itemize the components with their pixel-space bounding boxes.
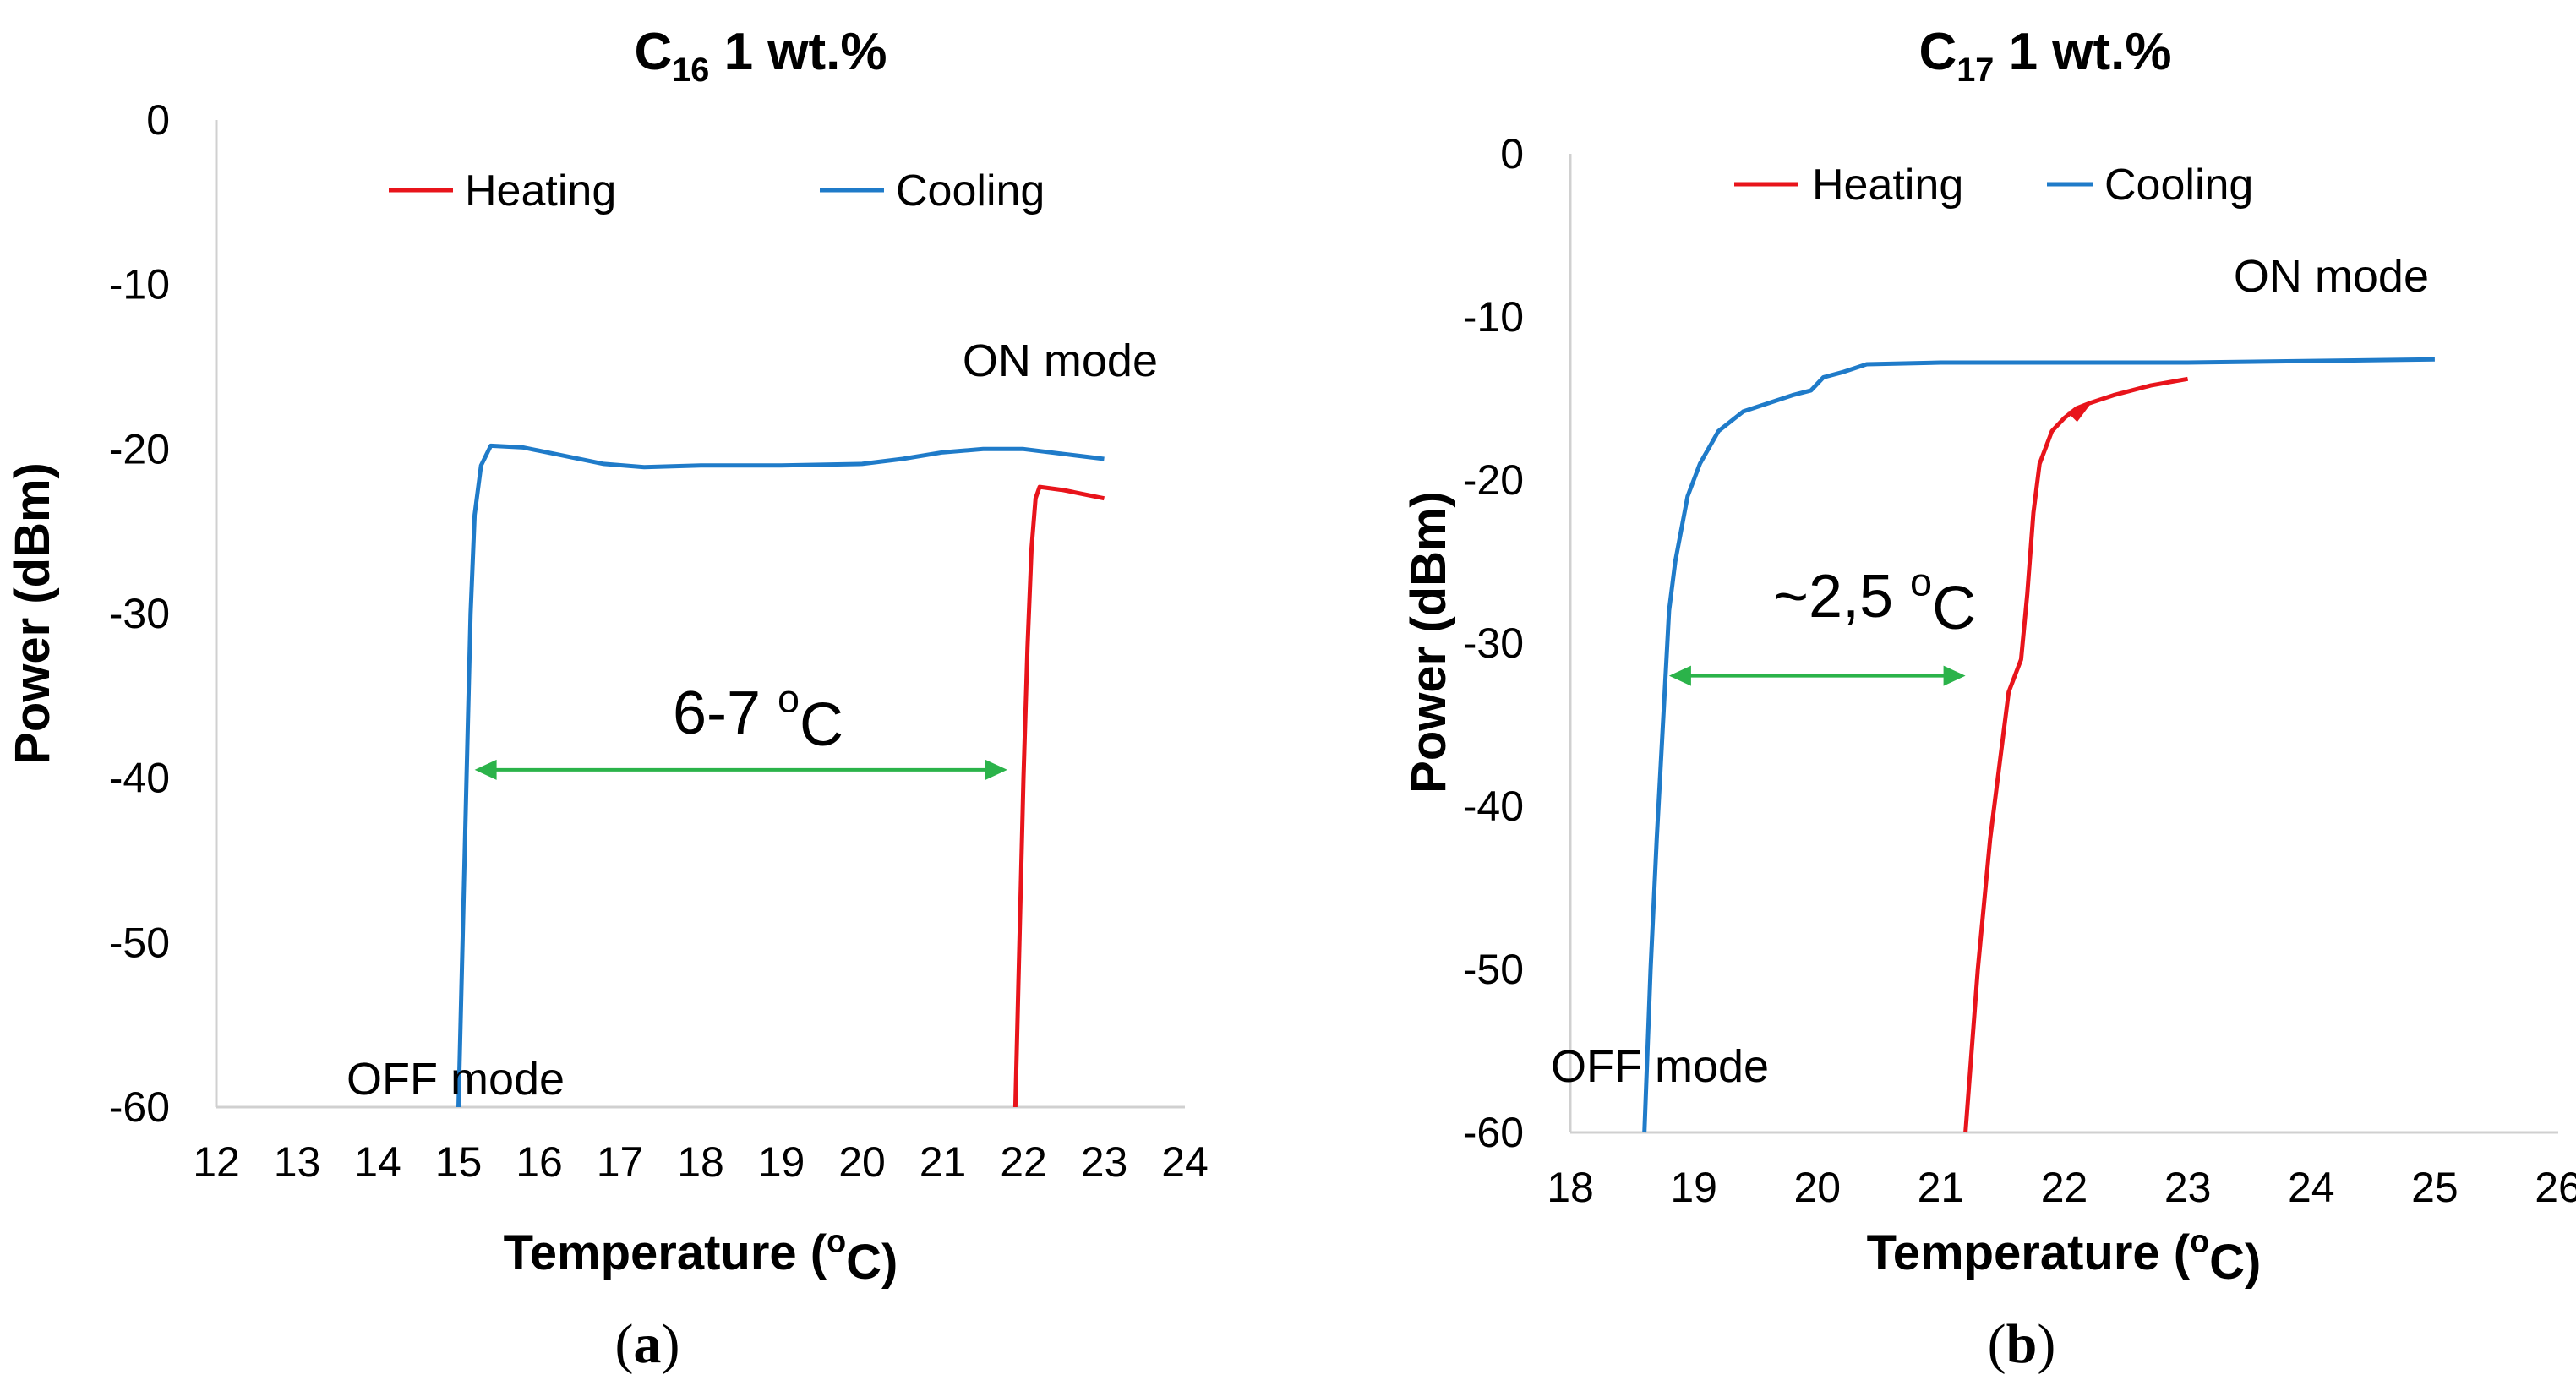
- x-tick-label: 13: [274, 1138, 321, 1186]
- off-mode-label: OFF mode: [347, 1054, 565, 1105]
- y-tick-label: -50: [1463, 946, 1524, 993]
- hysteresis-gap-label: 6-7 oC: [673, 676, 843, 759]
- y-tick-label: -10: [109, 261, 170, 308]
- y-tick-label: -60: [109, 1083, 170, 1131]
- y-tick-label: -20: [1463, 456, 1524, 504]
- x-tick-label: 24: [2288, 1164, 2335, 1211]
- legend-label-heating: Heating: [465, 166, 616, 216]
- x-tick-label: 26: [2535, 1164, 2576, 1211]
- x-tick-label: 23: [2164, 1164, 2212, 1211]
- on-mode-label: ON mode: [963, 336, 1158, 386]
- chart-panel-a: C16 1 wt.% 0 -10 -20 -30 -40 -50 -60 12 13 14 15 16 1…: [5, 23, 1209, 1375]
- series-line-heating: [1963, 376, 2189, 1133]
- arrow-head-right: [985, 759, 1007, 780]
- x-tick-label: 12: [193, 1138, 240, 1186]
- panel-caption: (a): [615, 1313, 680, 1375]
- chart-title: C17 1 wt.%: [1918, 23, 2171, 89]
- y-tick-label: -50: [109, 919, 170, 966]
- y-tick-label: -40: [1463, 783, 1524, 830]
- x-axis-label: Temperature (oC): [504, 1223, 898, 1290]
- chart-title: C16 1 wt.%: [634, 23, 887, 89]
- x-tick-label: 21: [920, 1138, 967, 1186]
- x-tick-label: 14: [354, 1138, 401, 1186]
- x-tick-label: 24: [1161, 1138, 1209, 1186]
- legend-label-heating: Heating: [1812, 161, 1963, 210]
- on-mode-label: ON mode: [2234, 251, 2429, 302]
- heating-arrow-head: [2066, 401, 2093, 423]
- y-axis-label: Power (dBm): [5, 462, 60, 765]
- x-axis-label: Temperature (oC): [1867, 1223, 2262, 1290]
- legend-label-cooling: Cooling: [2104, 161, 2253, 210]
- y-tick-label: -40: [109, 755, 170, 802]
- y-tick-label: -10: [1463, 293, 1524, 341]
- legend-label-cooling: Cooling: [896, 166, 1045, 216]
- x-tick-label: 19: [1670, 1164, 1717, 1211]
- x-tick-label: 19: [758, 1138, 805, 1186]
- series-line-heating: [1012, 484, 1105, 1108]
- x-tick-label: 22: [1000, 1138, 1047, 1186]
- x-tick-label: 17: [597, 1138, 644, 1186]
- arrow-head-left: [474, 759, 497, 780]
- y-tick-label: 0: [146, 96, 170, 144]
- panel-caption: (b): [1988, 1313, 2056, 1375]
- y-tick-label: -30: [1463, 619, 1524, 667]
- x-tick-label: 18: [677, 1138, 724, 1186]
- series-line-cooling: [1642, 357, 2435, 1133]
- x-tick-label: 20: [838, 1138, 886, 1186]
- y-tick-label: 0: [1500, 130, 1524, 177]
- x-tick-label: 18: [1547, 1164, 1594, 1211]
- hysteresis-gap-label: ~2,5 oC: [1773, 559, 1976, 642]
- x-tick-label: 21: [1918, 1164, 1965, 1211]
- y-axis-label: Power (dBm): [1401, 491, 1456, 794]
- arrow-head-left: [1668, 665, 1691, 686]
- x-tick-label: 15: [435, 1138, 483, 1186]
- x-tick-label: 23: [1081, 1138, 1128, 1186]
- series-line-cooling: [456, 443, 1105, 1108]
- x-tick-label: 16: [516, 1138, 563, 1186]
- y-tick-label: -30: [109, 590, 170, 637]
- arrow-head-right: [1943, 665, 1966, 686]
- x-tick-label: 20: [1793, 1164, 1841, 1211]
- x-tick-label: 25: [2411, 1164, 2459, 1211]
- y-tick-label: -60: [1463, 1109, 1524, 1156]
- chart-panel-b: C17 1 wt.% 0 -10 -20 -30 -40 -50 -60 18 19 20 21 22 2…: [1401, 23, 2576, 1375]
- x-tick-label: 22: [2041, 1164, 2088, 1211]
- off-mode-label: OFF mode: [1551, 1041, 1769, 1092]
- y-tick-label: -20: [109, 425, 170, 472]
